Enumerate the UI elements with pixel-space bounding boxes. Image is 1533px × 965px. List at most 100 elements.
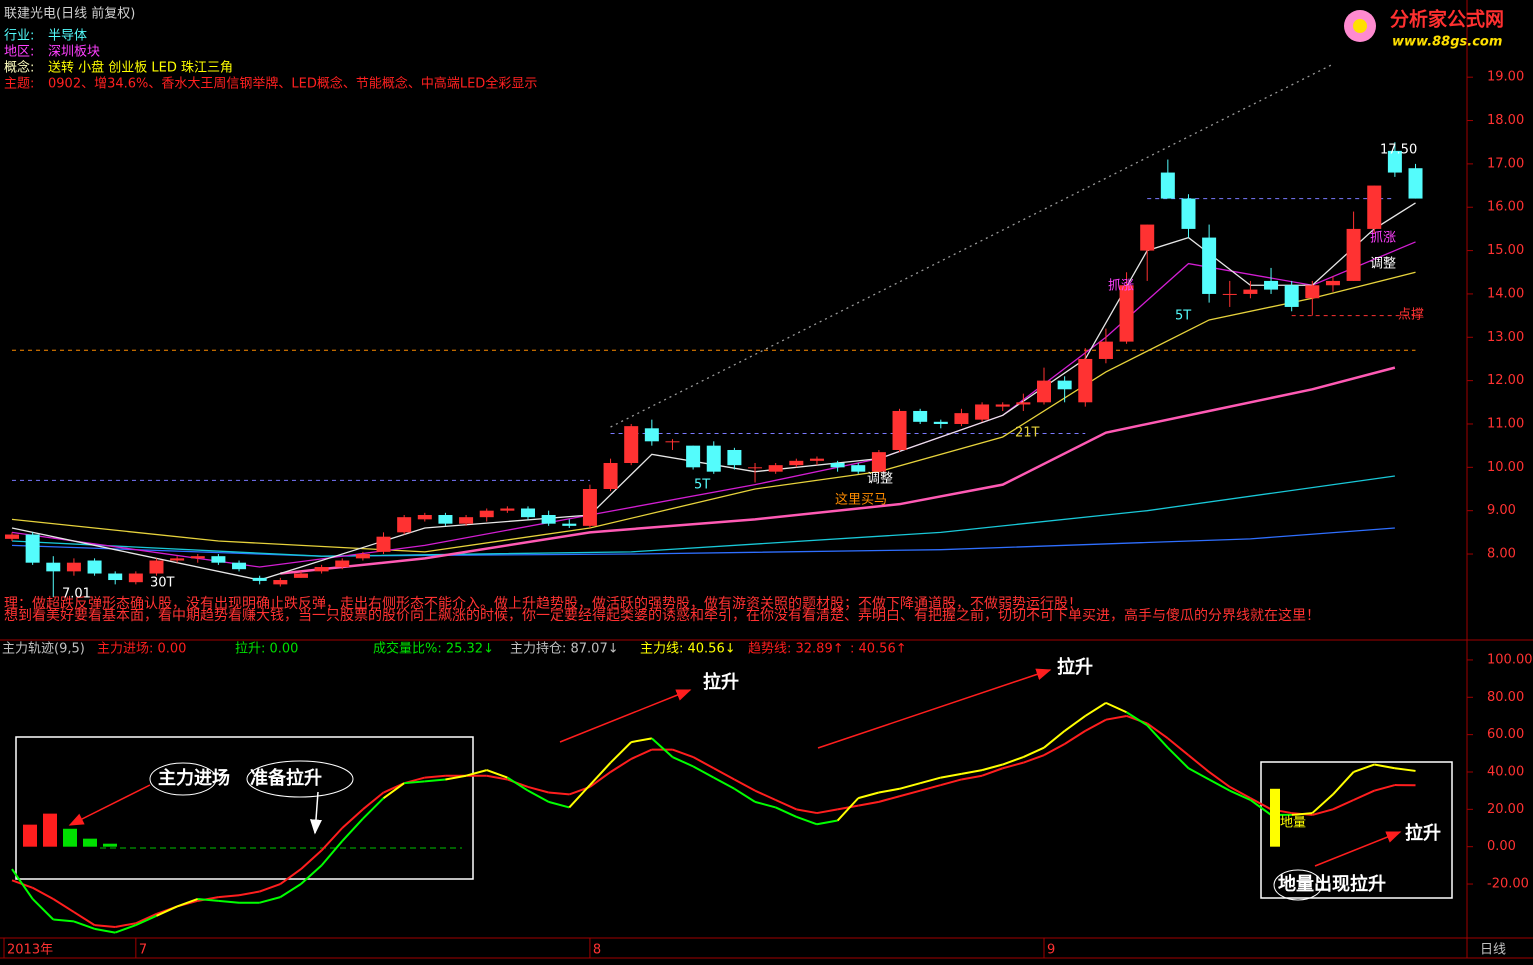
trend-segment xyxy=(424,774,446,779)
candle-body xyxy=(809,458,824,461)
trend-segment xyxy=(733,778,756,792)
candle-body xyxy=(851,465,866,472)
trend-segment xyxy=(1146,722,1169,740)
main-segment xyxy=(1002,756,1024,766)
x-tick-label: 8 xyxy=(593,943,601,958)
candle-body xyxy=(293,573,308,578)
annotation: 17.50 xyxy=(1380,143,1417,158)
y-tick-label: 13.00 xyxy=(1487,330,1524,345)
main-segment xyxy=(961,769,983,775)
info-value: 半导体 xyxy=(48,29,87,44)
y-tick-label: 100.00 xyxy=(1487,652,1533,667)
y-tick-label: 8.00 xyxy=(1487,547,1516,562)
candle-body xyxy=(1160,172,1175,199)
candle-body xyxy=(355,554,370,559)
candle-body xyxy=(1325,280,1340,286)
trend-segment xyxy=(589,771,612,788)
candle-body xyxy=(1367,185,1382,229)
trend-segment xyxy=(32,886,54,900)
main-segment xyxy=(651,737,674,758)
trend-segment xyxy=(672,748,694,758)
candle-body xyxy=(376,536,391,552)
main-segment xyxy=(279,883,302,898)
main-segment xyxy=(899,782,921,790)
main-segment xyxy=(31,898,54,921)
candle-body xyxy=(87,560,102,574)
inset-bar xyxy=(43,813,57,847)
main-segment xyxy=(754,800,776,809)
trend-segment xyxy=(1043,743,1066,757)
y-tick-label: 60.00 xyxy=(1487,727,1524,742)
logo-icon-center xyxy=(1353,19,1367,33)
y-tick-label: 15.00 xyxy=(1487,243,1524,258)
trend-segment xyxy=(816,808,838,815)
trend-segment xyxy=(713,767,735,781)
x-tick-label: 9 xyxy=(1047,943,1055,958)
candle-body xyxy=(624,426,639,463)
candle-body xyxy=(1057,380,1072,390)
lower-legend: 主力轨迹(9,5) 主力进场: 0.00 拉升: 0.00 成交量比%: 25.… xyxy=(2,641,907,657)
trend-segment xyxy=(610,758,632,773)
y-tick-label: 18.00 xyxy=(1487,113,1524,128)
y-tick-label: 20.00 xyxy=(1487,802,1524,817)
trend-segment xyxy=(630,748,653,760)
annotation: 调整 xyxy=(1370,257,1396,272)
info-value: 0902、增34.6%、香水大王周信钢举牌、LED概念、节能概念、中高端LED全… xyxy=(48,76,537,92)
x-tick-label: 2013年 xyxy=(7,943,53,958)
y-tick-label: 14.00 xyxy=(1487,286,1524,301)
candle-body xyxy=(211,556,226,563)
y-tick-label: 12.00 xyxy=(1487,373,1524,388)
trend-segment xyxy=(981,767,1004,777)
legend-item: : 40.56↑ xyxy=(850,642,907,657)
candle-body xyxy=(252,577,267,581)
ma-line xyxy=(280,366,1396,575)
main-segment xyxy=(878,787,900,794)
annotation: 抓涨 xyxy=(1108,279,1134,294)
candle-body xyxy=(1346,228,1361,281)
note: 想到看美好要看基本面，看中期趋势看赚大钱，当一只股票的股价向上飙涨的时候，你一定… xyxy=(4,607,1320,624)
candle-body xyxy=(582,488,597,526)
candle-body xyxy=(768,465,783,472)
y-tick-label: 17.00 xyxy=(1487,156,1524,171)
candle-body xyxy=(438,515,453,524)
trend-segment xyxy=(754,789,777,801)
main-segment xyxy=(1208,778,1231,792)
main-segment xyxy=(1064,715,1086,732)
trend-segment xyxy=(341,808,364,829)
annotation: 这里买马 xyxy=(835,492,887,508)
main-segment xyxy=(176,898,199,908)
trend-segment xyxy=(961,774,983,781)
trend-segment xyxy=(1229,786,1251,800)
trend-segment xyxy=(796,808,818,815)
annotation: 拉升 xyxy=(1057,656,1093,678)
ellipse xyxy=(246,760,354,798)
main-segment xyxy=(382,782,405,799)
candle-body xyxy=(397,517,412,533)
main-segment xyxy=(73,920,95,930)
main-segment xyxy=(1043,730,1066,749)
candle-body xyxy=(975,404,990,420)
candle-body xyxy=(5,534,19,539)
trend-segment xyxy=(1084,718,1107,732)
trend-segment xyxy=(135,912,157,925)
main-segment xyxy=(1188,767,1210,781)
main-segment xyxy=(1394,767,1416,772)
candle-body xyxy=(1284,285,1299,307)
main-segment xyxy=(919,776,942,785)
trend-segment xyxy=(238,890,260,897)
candle-body xyxy=(170,558,185,561)
main-segment xyxy=(197,897,219,902)
main-segment xyxy=(1167,746,1190,769)
main-segment xyxy=(589,761,612,786)
trend-segment xyxy=(94,924,116,928)
inset-bar xyxy=(103,843,117,847)
candle-body xyxy=(1264,280,1279,290)
main-segment xyxy=(775,806,797,818)
main-segment xyxy=(320,840,344,867)
main-segment xyxy=(94,927,116,934)
candle-body xyxy=(46,562,61,572)
trend-segment xyxy=(218,894,240,899)
main-segment xyxy=(1084,702,1107,717)
candle-body xyxy=(706,445,721,472)
